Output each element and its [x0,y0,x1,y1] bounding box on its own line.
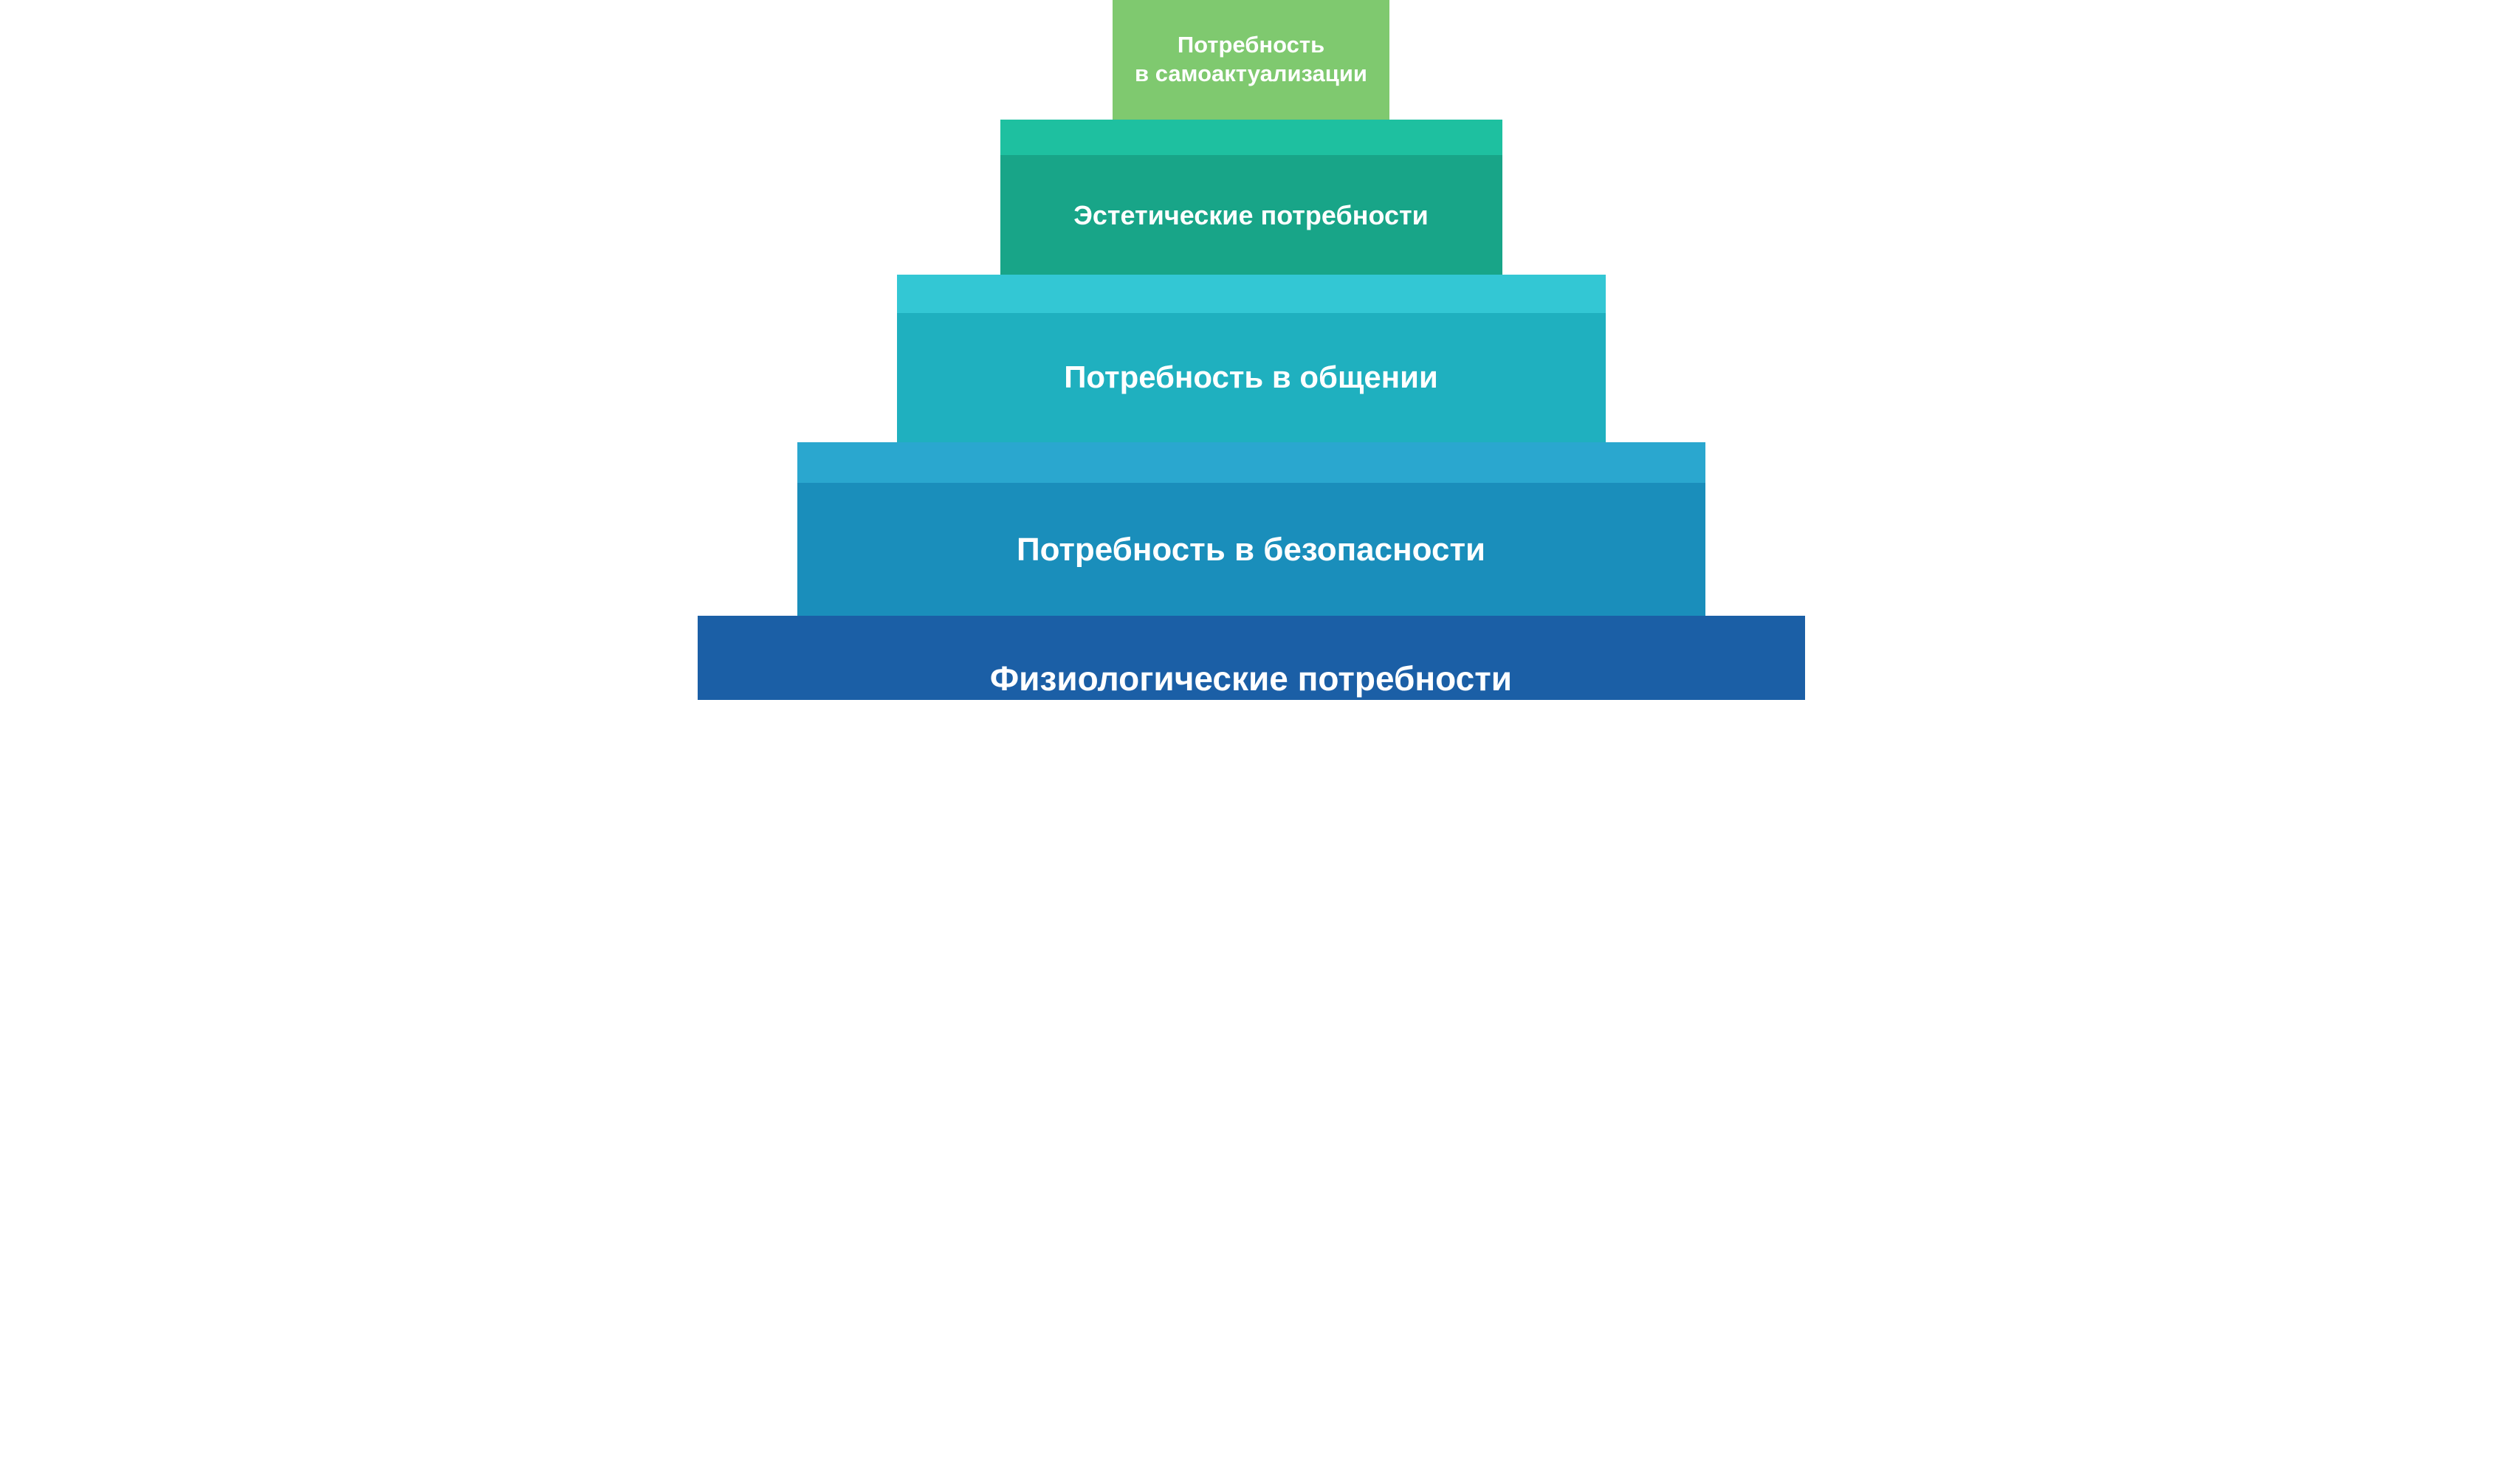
pyramid-tier-level-1-physiological: Физиологические потребности [698,616,1805,700]
tier-top [797,442,1705,483]
pyramid-tier-level-2-safety: Потребность в безопасности [797,442,1705,616]
tier-front: Потребность в безопасности [797,483,1705,616]
pyramid-diagram: Физиологические потребностиПотребность в… [698,0,1805,657]
tier-label: Физиологические потребности [990,658,1512,701]
tier-top [698,616,1805,659]
tier-label: Потребность в общении [1064,358,1438,397]
pyramid-tier-level-5-self-actualization: Потребность в самоактуализации [1113,0,1389,120]
tier-top [1000,120,1502,155]
pyramid-tier-level-3-social: Потребность в общении [897,275,1606,442]
tier-label: Потребность в самоактуализации [1135,31,1367,89]
tier-front: Эстетические потребности [1000,155,1502,275]
tier-front: Физиологические потребности [698,659,1805,700]
tier-top [897,275,1606,313]
tier-label: Эстетические потребности [1073,199,1429,232]
tier-label: Потребность в безопасности [1017,529,1485,570]
tier-front: Потребность в самоактуализации [1113,0,1389,120]
tier-front: Потребность в общении [897,313,1606,442]
pyramid-tier-level-4-aesthetic: Эстетические потребности [1000,120,1502,275]
